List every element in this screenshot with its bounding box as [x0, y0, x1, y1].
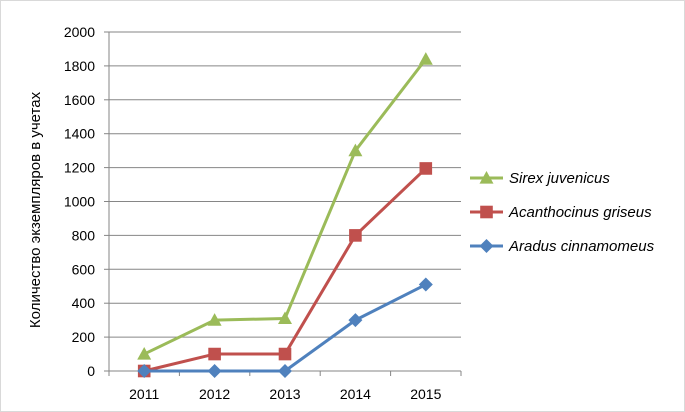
data-point — [278, 364, 292, 378]
series-lines — [137, 52, 433, 378]
legend-label: Acanthocinus griseus — [508, 204, 652, 221]
x-tick-label: 2013 — [269, 386, 300, 402]
grid-lines — [109, 31, 461, 338]
y-tick-label: 800 — [72, 227, 96, 243]
x-tick-labels: 2011 2012 2013 2014 2015 — [129, 386, 441, 402]
y-tick-label: 200 — [72, 329, 96, 345]
y-tick-label: 0 — [87, 363, 95, 379]
data-point — [419, 162, 433, 175]
data-point — [278, 347, 292, 361]
y-axis-title: Количество экземпляров в учетах — [27, 91, 44, 328]
data-point — [207, 364, 222, 378]
y-tick-label: 600 — [72, 261, 96, 277]
x-tick-label: 2014 — [340, 386, 371, 402]
y-tick-labels: 0 200 400 600 800 1000 1200 1400 1600 1800 2000 — [64, 24, 95, 379]
data-point — [208, 347, 221, 361]
data-point — [418, 277, 433, 292]
y-tick-label: 1200 — [64, 160, 95, 176]
y-tick-label: 1600 — [64, 92, 95, 108]
legend-label: Aradus cinnamomeus — [508, 238, 655, 255]
y-tick-label: 2000 — [64, 24, 95, 40]
series-sirex-juvenicus — [137, 52, 433, 360]
data-point — [348, 143, 363, 157]
data-point — [348, 313, 363, 328]
y-tick-label: 1800 — [64, 58, 95, 74]
series-aradus-cinnamomeus — [137, 277, 433, 378]
y-tick-label: 1000 — [64, 194, 95, 210]
legend-marker — [479, 171, 494, 184]
legend-item: Aradus cinnamomeus — [470, 238, 655, 255]
legend-label: Sirex juvenicus — [509, 170, 610, 187]
data-point — [137, 364, 152, 378]
legend-marker — [480, 205, 493, 219]
data-point — [207, 313, 222, 326]
data-point — [137, 347, 152, 360]
y-tick-label: 1400 — [64, 126, 95, 142]
legend-item: Sirex juvenicus — [470, 170, 610, 187]
data-point — [278, 311, 292, 325]
legend-marker — [479, 239, 494, 253]
x-tick-label: 2011 — [129, 386, 159, 402]
data-point — [418, 52, 433, 65]
y-tick-label: 400 — [72, 295, 96, 311]
x-tick-label: 2012 — [199, 386, 230, 402]
data-point — [349, 229, 362, 242]
legend: Sirex juvenicus Acanthocinus griseus Aradu… — [470, 170, 655, 255]
legend-item: Acanthocinus griseus — [470, 204, 652, 221]
x-tick-label: 2015 — [410, 386, 441, 402]
